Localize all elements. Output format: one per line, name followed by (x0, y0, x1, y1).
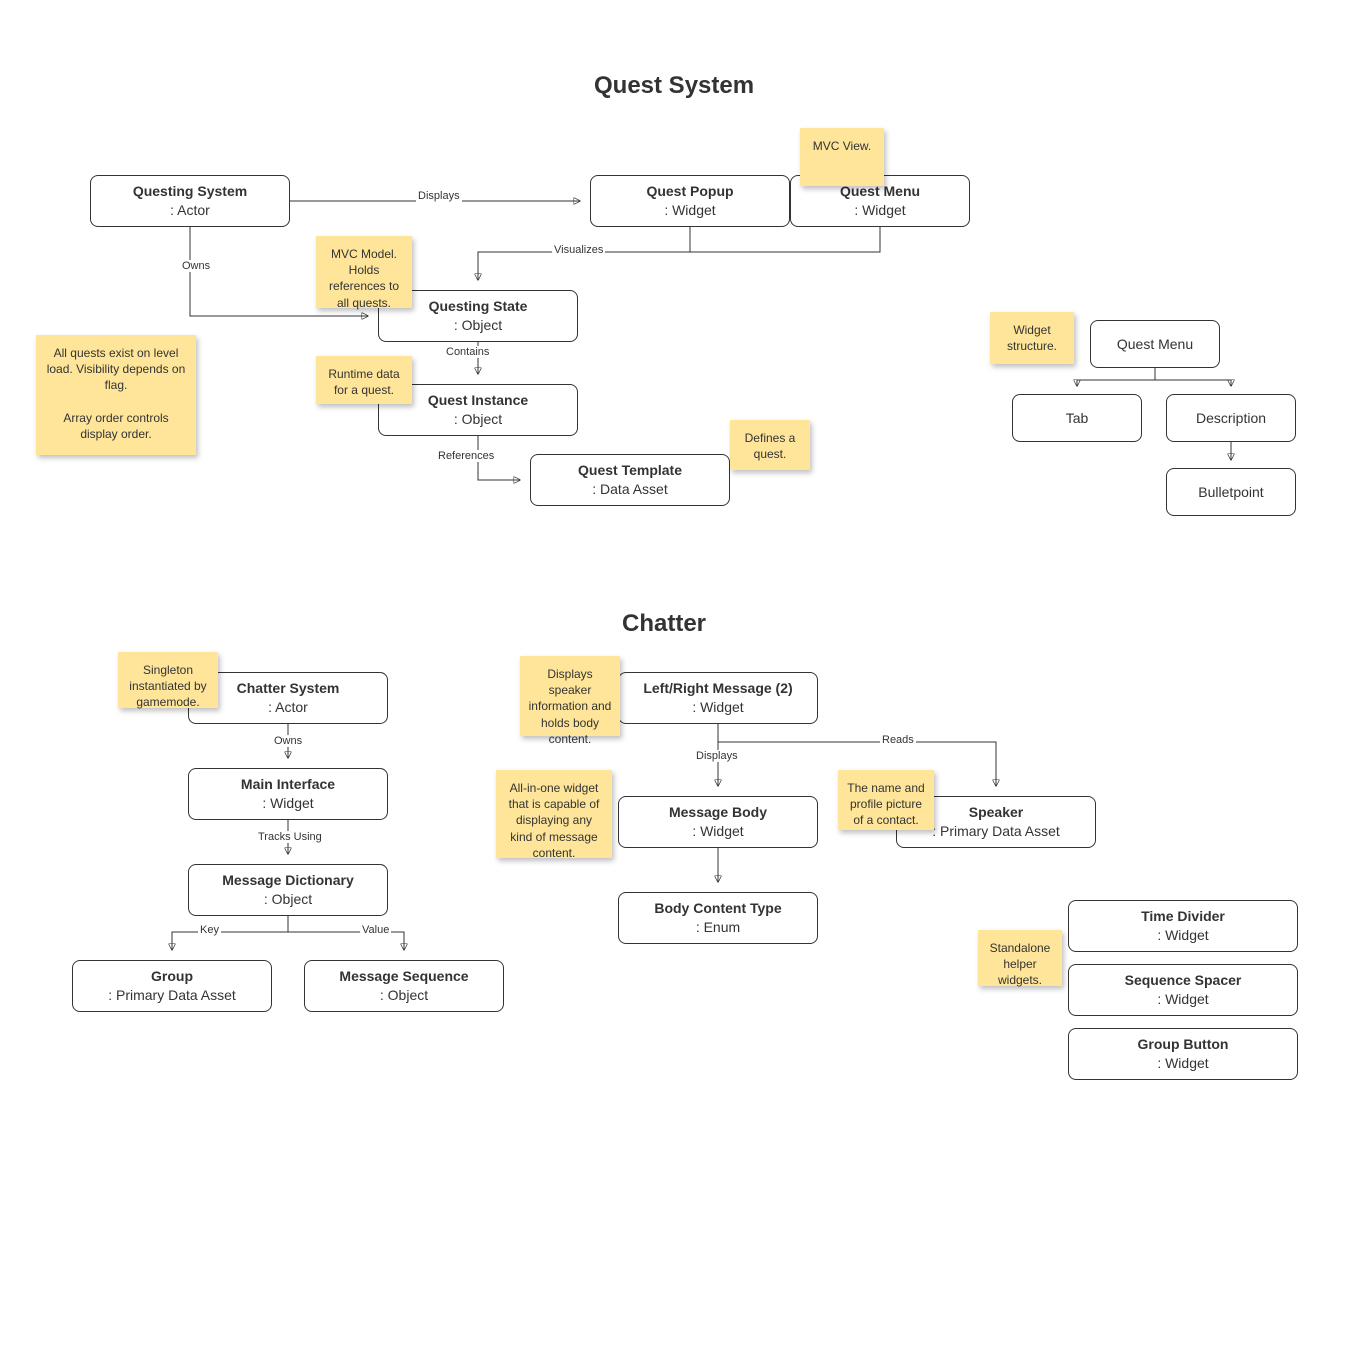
note-mvc-view: MVC View. (800, 128, 884, 186)
edge-label-key: Key (198, 924, 221, 936)
note-displays-speaker: Displays speaker information and holds b… (520, 656, 620, 736)
edge-label-displays: Displays (416, 190, 462, 202)
node-name: Message Sequence (339, 967, 468, 986)
note-singleton: Singleton instantiated by gamemode. (118, 652, 218, 708)
node-name: Quest Instance (428, 391, 528, 410)
node-message-dictionary: Message Dictionary : Object (188, 864, 388, 916)
node-questing-system: Questing System : Actor (90, 175, 290, 227)
edge-label-visualizes: Visualizes (552, 244, 605, 256)
node-name: Main Interface (241, 775, 335, 794)
node-name: Chatter System (237, 679, 340, 698)
note-all-in-one: All-in-one widget that is capable of dis… (496, 770, 612, 858)
note-standalone: Standalone helper widgets. (978, 930, 1062, 986)
edge-label-reads: Reads (880, 734, 916, 746)
node-name: Quest Menu (1117, 335, 1193, 354)
node-name: Time Divider (1141, 907, 1225, 926)
node-body-content-type: Body Content Type : Enum (618, 892, 818, 944)
node-name: Tab (1066, 409, 1089, 428)
node-type: : Object (454, 410, 502, 429)
node-lr-message: Left/Right Message (2) : Widget (618, 672, 818, 724)
node-name: Quest Popup (646, 182, 733, 201)
node-type: : Widget (854, 201, 905, 220)
note-all-quests: All quests exist on level load. Visibili… (36, 335, 196, 455)
edge-label-owns: Owns (180, 260, 212, 272)
node-name: Quest Template (578, 461, 682, 480)
node-type: : Widget (1157, 926, 1208, 945)
node-type: : Widget (1157, 990, 1208, 1009)
node-type: : Widget (692, 822, 743, 841)
note-defines-quest: Defines a quest. (730, 420, 810, 470)
node-type: : Primary Data Asset (932, 822, 1060, 841)
node-name: Group (151, 967, 193, 986)
note-widget-structure: Widget structure. (990, 312, 1074, 364)
node-type: : Primary Data Asset (108, 986, 236, 1005)
node-name: Bulletpoint (1198, 483, 1263, 502)
node-message-sequence: Message Sequence : Object (304, 960, 504, 1012)
section-title-quest: Quest System (594, 72, 754, 100)
node-group: Group : Primary Data Asset (72, 960, 272, 1012)
node-chatter-system: Chatter System : Actor (188, 672, 388, 724)
node-type: : Object (380, 986, 428, 1005)
edge-label-tracks-using: Tracks Using (256, 831, 324, 843)
node-group-button: Group Button : Widget (1068, 1028, 1298, 1080)
note-mvc-model: MVC Model. Holds references to all quest… (316, 236, 412, 308)
node-type: : Actor (268, 698, 308, 717)
node-time-divider: Time Divider : Widget (1068, 900, 1298, 952)
edge-label-references: References (436, 450, 496, 462)
note-runtime-data: Runtime data for a quest. (316, 356, 412, 404)
node-quest-menu-tree: Quest Menu (1090, 320, 1220, 368)
node-description: Description (1166, 394, 1296, 442)
edge-label-displays2: Displays (694, 750, 740, 762)
node-name: Message Body (669, 803, 767, 822)
node-name: Speaker (969, 803, 1023, 822)
node-name: Questing System (133, 182, 247, 201)
node-name: Description (1196, 409, 1266, 428)
node-quest-template: Quest Template : Data Asset (530, 454, 730, 506)
node-sequence-spacer: Sequence Spacer : Widget (1068, 964, 1298, 1016)
node-main-interface: Main Interface : Widget (188, 768, 388, 820)
node-type: : Widget (1157, 1054, 1208, 1073)
note-name-profile: The name and profile picture of a contac… (838, 770, 934, 830)
node-type: : Widget (692, 698, 743, 717)
node-type: : Widget (664, 201, 715, 220)
edge-label-value: Value (360, 924, 391, 936)
edge-label-contains: Contains (444, 346, 491, 358)
node-quest-popup: Quest Popup : Widget (590, 175, 790, 227)
section-title-chatter: Chatter (622, 610, 706, 638)
node-tab: Tab (1012, 394, 1142, 442)
node-name: Message Dictionary (222, 871, 354, 890)
node-type: : Data Asset (592, 480, 667, 499)
node-type: : Widget (262, 794, 313, 813)
node-type: : Object (454, 316, 502, 335)
edge-label-owns2: Owns (272, 735, 304, 747)
node-bulletpoint: Bulletpoint (1166, 468, 1296, 516)
node-name: Group Button (1138, 1035, 1229, 1054)
node-name: Questing State (429, 297, 528, 316)
diagram-canvas: Quest System Chatter Displays (0, 0, 1372, 1372)
node-type: : Enum (696, 918, 740, 937)
node-name: Left/Right Message (2) (643, 679, 792, 698)
node-name: Body Content Type (654, 899, 781, 918)
node-name: Sequence Spacer (1125, 971, 1242, 990)
node-type: : Object (264, 890, 312, 909)
node-message-body: Message Body : Widget (618, 796, 818, 848)
node-type: : Actor (170, 201, 210, 220)
